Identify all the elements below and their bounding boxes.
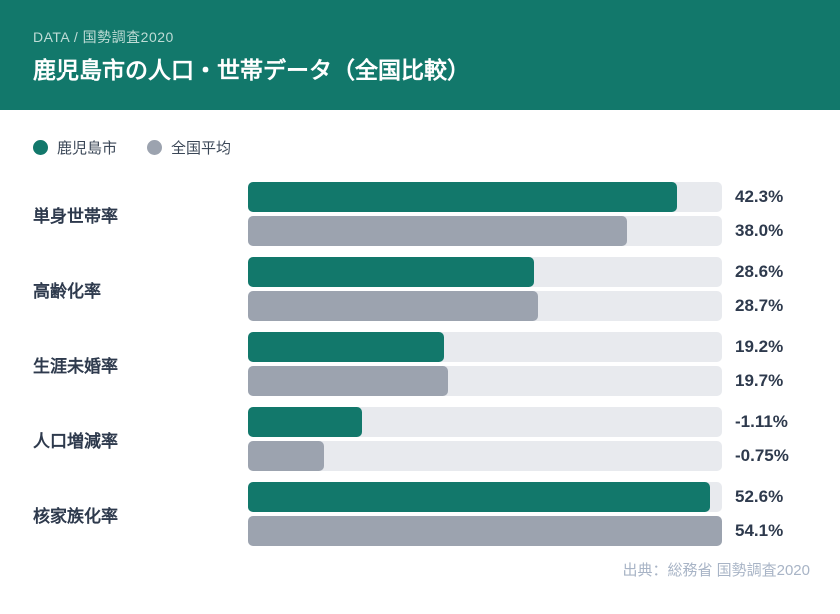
bar-track xyxy=(248,291,722,321)
header-kicker: DATA / 国勢調査2020 xyxy=(33,29,174,45)
bar-fill xyxy=(248,291,539,321)
bar-fill xyxy=(248,482,711,512)
bar-line: 52.6% xyxy=(248,482,783,512)
chart-row: 単身世帯率 42.3% 38.0% xyxy=(33,182,840,246)
bar-fill xyxy=(248,516,722,546)
legend: 鹿児島市 全国平均 xyxy=(33,137,840,158)
bar-track xyxy=(248,482,722,512)
legend-item-kagoshima: 鹿児島市 xyxy=(33,137,117,158)
legend-item-national: 全国平均 xyxy=(147,137,231,158)
bar-value: 28.6% xyxy=(735,262,784,281)
page-title: 鹿児島市の人口・世帯データ（全国比較） xyxy=(33,57,470,83)
legend-label-national: 全国平均 xyxy=(171,140,232,157)
bar-line: 19.7% xyxy=(248,366,783,396)
bar-fill xyxy=(248,407,362,437)
legend-dot-kagoshima-icon xyxy=(33,140,48,155)
category-label: 核家族化率 xyxy=(33,506,118,526)
bar-track xyxy=(248,441,722,471)
bar-fill xyxy=(248,257,534,287)
bar-pair: -1.11% -0.75% xyxy=(248,407,789,471)
bar-line: 28.7% xyxy=(248,291,783,321)
chart-row: 人口増減率 -1.11% -0.75% xyxy=(33,407,840,471)
bar-fill xyxy=(248,332,445,362)
bar-value: 28.7% xyxy=(735,296,784,315)
bar-value: 54.1% xyxy=(735,521,784,540)
bar-line: 54.1% xyxy=(248,516,783,546)
source-note: 出典：総務省 国勢調査2020 xyxy=(622,562,810,579)
bar-fill xyxy=(248,441,324,471)
bar-fill xyxy=(248,366,449,396)
bar-pair: 28.6% 28.7% xyxy=(248,257,783,321)
bar-pair: 52.6% 54.1% xyxy=(248,482,783,546)
bar-track xyxy=(248,516,722,546)
header-banner: DATA / 国勢調査2020 鹿児島市の人口・世帯データ（全国比較） xyxy=(0,0,840,110)
bar-value: 42.3% xyxy=(735,187,784,206)
legend-label-kagoshima: 鹿児島市 xyxy=(57,140,118,157)
bar-value: -1.11% xyxy=(735,412,788,431)
bar-value: 38.0% xyxy=(735,221,784,240)
bar-line: 28.6% xyxy=(248,257,783,287)
category-label: 生涯未婚率 xyxy=(33,356,118,376)
bar-pair: 19.2% 19.7% xyxy=(248,332,783,396)
legend-dot-national-icon xyxy=(147,140,163,155)
bar-fill xyxy=(248,216,628,246)
bar-value: 19.2% xyxy=(735,337,784,356)
bar-track xyxy=(248,407,722,437)
bar-pair: 42.3% 38.0% xyxy=(248,182,783,246)
bar-value: 19.7% xyxy=(735,371,784,390)
bar-line: 42.3% xyxy=(248,182,783,212)
bar-line: -0.75% xyxy=(248,441,789,471)
bar-track xyxy=(248,366,722,396)
bar-value: -0.75% xyxy=(735,446,789,465)
category-label: 人口増減率 xyxy=(33,431,118,451)
bar-track xyxy=(248,216,722,246)
bar-line: 19.2% xyxy=(248,332,783,362)
category-label: 高齢化率 xyxy=(33,281,101,301)
bar-chart: 単身世帯率 42.3% 38.0% 高齢化率 28.6% xyxy=(0,182,840,546)
chart-row: 生涯未婚率 19.2% 19.7% xyxy=(33,332,840,396)
category-label: 単身世帯率 xyxy=(33,206,118,226)
chart-row: 高齢化率 28.6% 28.7% xyxy=(33,257,840,321)
chart-row: 核家族化率 52.6% 54.1% xyxy=(33,482,840,546)
bar-fill xyxy=(248,182,677,212)
bar-track xyxy=(248,182,722,212)
bar-line: -1.11% xyxy=(248,407,789,437)
bar-line: 38.0% xyxy=(248,216,783,246)
bar-value: 52.6% xyxy=(735,487,784,506)
bar-track xyxy=(248,257,722,287)
bar-track xyxy=(248,332,722,362)
